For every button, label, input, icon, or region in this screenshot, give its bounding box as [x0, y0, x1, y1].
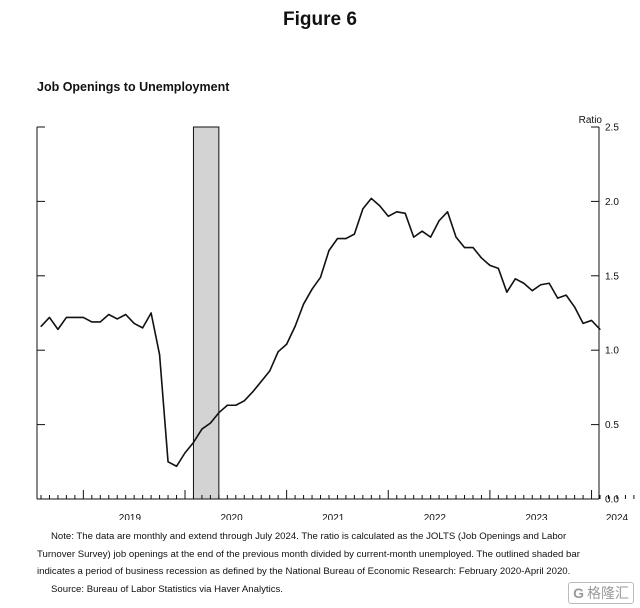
- data-point: [175, 465, 178, 467]
- data-point: [311, 288, 313, 290]
- data-point: [226, 404, 228, 406]
- data-point: [523, 282, 525, 284]
- data-point: [150, 312, 152, 314]
- data-point: [108, 313, 110, 316]
- y-tick-label: 1.0: [605, 346, 619, 357]
- data-point: [99, 321, 101, 323]
- data-point: [243, 400, 245, 402]
- data-point: [302, 303, 305, 305]
- x-tick-label: 2020: [220, 513, 243, 520]
- x-tick-label: 2023: [525, 513, 548, 520]
- data-point: [404, 212, 406, 214]
- y-tick-label: 2.0: [605, 197, 619, 208]
- data-point: [413, 236, 415, 238]
- data-point: [362, 208, 364, 210]
- watermark-icon: G: [573, 585, 584, 601]
- x-tick-label: 2019: [119, 513, 142, 520]
- data-point: [463, 246, 466, 249]
- data-point: [480, 257, 483, 259]
- chart-title: Job Openings to Unemployment: [37, 80, 230, 94]
- data-point: [421, 230, 423, 232]
- data-point: [472, 246, 474, 249]
- data-point: [446, 211, 449, 213]
- data-point: [209, 422, 211, 424]
- y-tick-label: 1.5: [605, 271, 619, 282]
- data-point: [506, 291, 508, 293]
- y-tick-label: 2.5: [605, 123, 619, 134]
- note-line-1: Note: The data are monthly and extend th…: [51, 531, 567, 542]
- axes-layer: [36, 126, 635, 500]
- data-point: [387, 215, 389, 217]
- series-line: [40, 197, 601, 468]
- data-point: [438, 220, 440, 222]
- data-point: [260, 380, 262, 383]
- data-point: [590, 319, 593, 322]
- data-point: [65, 316, 68, 319]
- y-axis-title: Ratio: [579, 115, 603, 126]
- data-point: [294, 325, 296, 327]
- data-point: [57, 328, 59, 330]
- data-point: [133, 322, 135, 325]
- source-line: Source: Bureau of Labor Statistics via H…: [51, 583, 283, 595]
- data-point: [345, 238, 347, 240]
- data-point: [497, 267, 499, 269]
- data-point: [336, 238, 339, 240]
- data-point: [91, 321, 93, 323]
- figure-title: Figure 6: [283, 9, 357, 30]
- data-point: [599, 328, 601, 330]
- watermark-logo: G 格隆汇: [568, 582, 634, 604]
- note-line-3: indicates a period of business recession…: [37, 566, 571, 577]
- y-tick-label: 0.0: [605, 495, 619, 506]
- data-point: [565, 294, 567, 296]
- data-point: [574, 306, 576, 308]
- data-point: [235, 404, 237, 406]
- x-tick-label: 2024: [606, 513, 629, 520]
- data-point: [353, 233, 355, 235]
- data-point: [192, 441, 195, 444]
- data-point: [514, 278, 516, 280]
- data-point: [379, 205, 381, 207]
- data-point: [286, 343, 288, 345]
- data-point: [319, 276, 322, 278]
- data-point: [328, 249, 330, 252]
- recession-layer: [192, 126, 220, 500]
- data-point: [201, 428, 203, 430]
- x-tick-label: 2021: [322, 513, 345, 520]
- data-point: [277, 351, 279, 353]
- recession-bar: [192, 126, 220, 500]
- data-point: [557, 297, 559, 299]
- data-point: [48, 316, 51, 319]
- data-point: [430, 236, 432, 238]
- data-point: [167, 461, 169, 463]
- series-layer: [40, 197, 601, 468]
- data-point: [489, 264, 491, 266]
- y-tick-label: 0.5: [605, 420, 619, 431]
- data-point: [142, 327, 144, 329]
- x-tick-label: 2022: [424, 513, 447, 520]
- data-point: [158, 354, 161, 356]
- watermark-text: 格隆汇: [587, 585, 629, 601]
- note-line-2: Turnover Survey) job openings at the end…: [37, 548, 580, 560]
- data-point: [252, 391, 254, 393]
- data-point: [370, 197, 372, 200]
- chart-notes: Note: The data are monthly and extend th…: [37, 528, 607, 598]
- data-point: [74, 316, 76, 319]
- data-point: [455, 236, 457, 238]
- data-point: [540, 284, 542, 286]
- data-point: [40, 325, 42, 327]
- data-point: [269, 370, 271, 372]
- data-point: [125, 313, 127, 316]
- data-point: [548, 282, 550, 284]
- data-point: [218, 412, 220, 414]
- data-point: [531, 290, 533, 292]
- data-point: [82, 316, 84, 319]
- data-point: [116, 318, 118, 320]
- data-point: [582, 322, 584, 325]
- data-point: [396, 211, 398, 213]
- data-point: [184, 452, 186, 454]
